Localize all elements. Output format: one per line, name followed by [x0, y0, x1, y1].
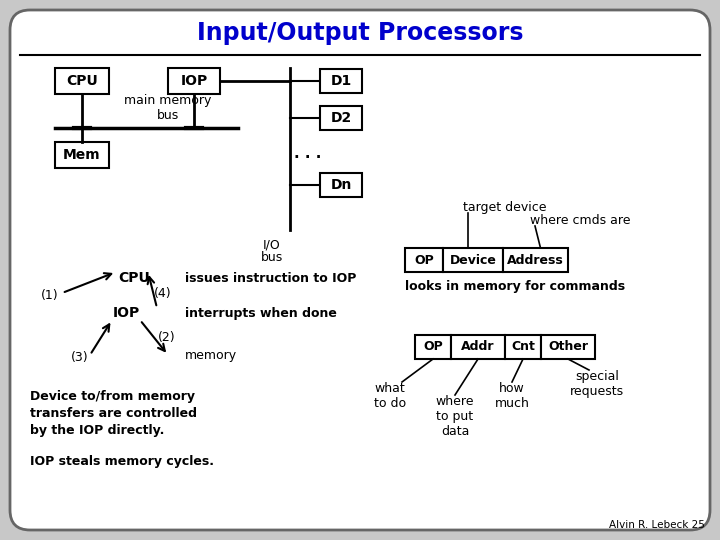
- Text: CPU: CPU: [66, 74, 98, 88]
- Text: (2): (2): [158, 330, 176, 343]
- FancyBboxPatch shape: [10, 10, 710, 530]
- Bar: [55, 142, 109, 168]
- Text: (4): (4): [154, 287, 172, 300]
- Text: Cnt: Cnt: [511, 341, 535, 354]
- Bar: [503, 248, 568, 272]
- Text: bus: bus: [261, 251, 283, 264]
- Text: (3): (3): [71, 352, 89, 365]
- Text: what
to do: what to do: [374, 382, 406, 410]
- Bar: [415, 335, 451, 359]
- Text: special
requests: special requests: [570, 370, 624, 398]
- Bar: [55, 68, 109, 94]
- Text: CPU: CPU: [118, 271, 150, 285]
- Bar: [505, 335, 541, 359]
- Text: Dn: Dn: [330, 178, 351, 192]
- Text: IOP: IOP: [113, 306, 140, 320]
- Text: (1): (1): [41, 288, 59, 301]
- Text: Address: Address: [507, 253, 564, 267]
- Bar: [168, 68, 220, 94]
- Text: IOP steals memory cycles.: IOP steals memory cycles.: [30, 455, 214, 468]
- Text: where cmds are: where cmds are: [530, 213, 631, 226]
- Text: . . .: . . .: [294, 145, 321, 160]
- Bar: [320, 69, 362, 93]
- Text: OP: OP: [423, 341, 443, 354]
- Text: where
to put
data: where to put data: [436, 395, 474, 438]
- Bar: [541, 335, 595, 359]
- Text: main memory
bus: main memory bus: [125, 94, 212, 122]
- Bar: [320, 106, 362, 130]
- Text: looks in memory for commands: looks in memory for commands: [405, 280, 625, 293]
- Text: target device: target device: [463, 200, 546, 213]
- Bar: [443, 248, 503, 272]
- Text: IOP: IOP: [181, 74, 207, 88]
- Text: Mem: Mem: [63, 148, 101, 162]
- Text: Input/Output Processors: Input/Output Processors: [197, 21, 523, 45]
- Text: interrupts when done: interrupts when done: [185, 307, 337, 320]
- Text: Device to/from memory
transfers are controlled
by the IOP directly.: Device to/from memory transfers are cont…: [30, 390, 197, 437]
- Text: memory: memory: [185, 349, 237, 362]
- Text: OP: OP: [414, 253, 434, 267]
- Text: Device: Device: [449, 253, 496, 267]
- Text: Other: Other: [548, 341, 588, 354]
- Text: Alvin R. Lebeck 25: Alvin R. Lebeck 25: [609, 520, 705, 530]
- Text: D2: D2: [330, 111, 351, 125]
- Bar: [320, 173, 362, 197]
- Text: how
much: how much: [495, 382, 529, 410]
- Bar: [451, 335, 505, 359]
- Text: Addr: Addr: [462, 341, 495, 354]
- Bar: [405, 248, 443, 272]
- Text: issues instruction to IOP: issues instruction to IOP: [185, 272, 356, 285]
- Text: I/O: I/O: [263, 238, 281, 251]
- Text: D1: D1: [330, 74, 351, 88]
